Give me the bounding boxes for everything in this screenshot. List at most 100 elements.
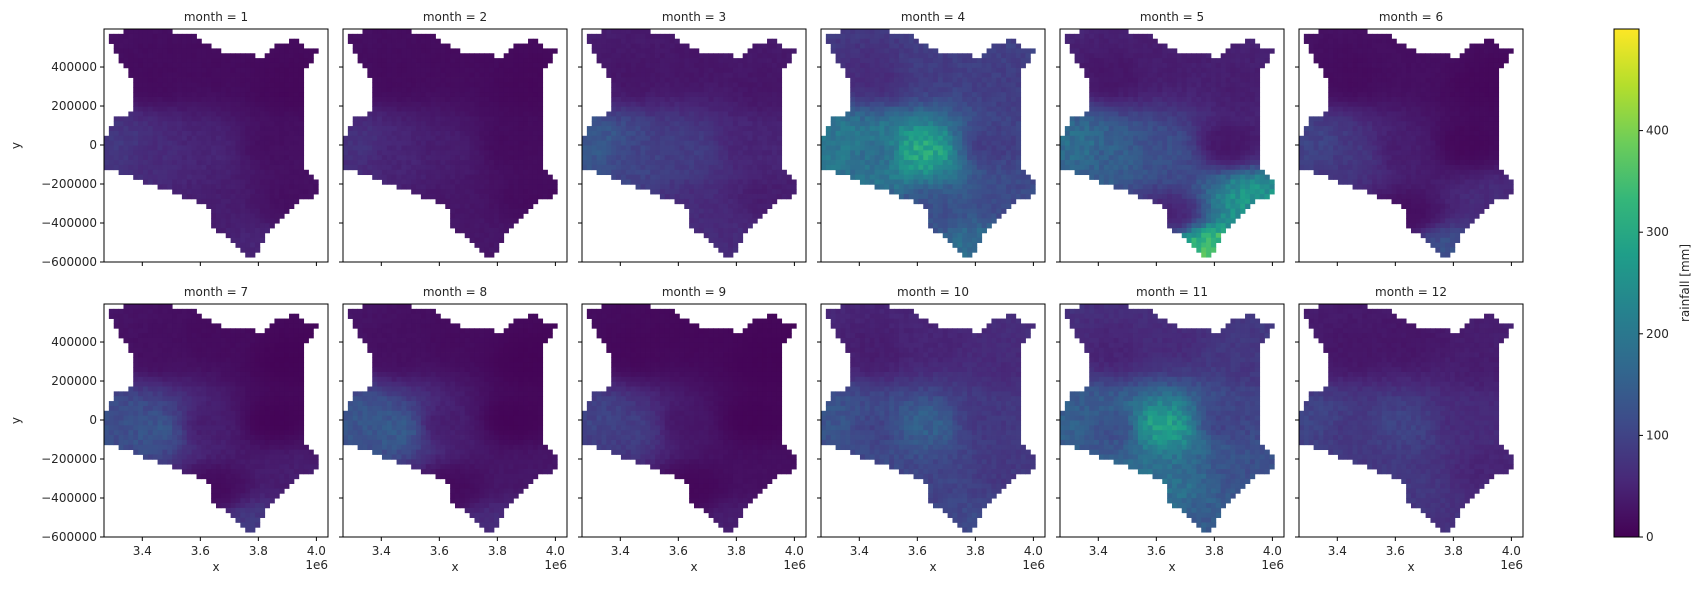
heatmap-cell xyxy=(723,63,728,68)
heatmap-cell xyxy=(684,87,689,92)
heatmap-cell xyxy=(645,179,650,184)
heatmap-cell xyxy=(523,131,528,136)
heatmap-cell xyxy=(158,146,163,151)
heatmap-cell xyxy=(987,48,992,53)
heatmap-cell xyxy=(206,112,211,117)
heatmap-cell xyxy=(128,116,133,121)
heatmap-cell xyxy=(187,39,192,44)
heatmap-cell xyxy=(601,165,606,170)
heatmap-cell xyxy=(240,194,245,199)
heatmap-cell xyxy=(733,82,738,87)
heatmap-cell xyxy=(665,189,670,194)
heatmap-cell xyxy=(918,146,923,151)
heatmap-cell xyxy=(397,78,402,83)
heatmap-cell xyxy=(436,87,441,92)
heatmap-cell xyxy=(372,58,377,63)
heatmap-cell xyxy=(382,63,387,68)
heatmap-cell xyxy=(611,82,616,87)
heatmap-cell xyxy=(879,112,884,117)
heatmap-cell xyxy=(358,116,363,121)
heatmap-cell xyxy=(757,170,762,175)
heatmap-cell xyxy=(416,116,421,121)
heatmap-cell xyxy=(406,44,411,49)
heatmap-cell xyxy=(694,126,699,131)
heatmap-cell xyxy=(206,141,211,146)
heatmap-cell xyxy=(182,82,187,87)
heatmap-cell xyxy=(221,150,226,155)
heatmap-cell xyxy=(484,116,489,121)
heatmap-cell xyxy=(162,165,167,170)
heatmap-cell xyxy=(597,121,602,126)
heatmap-cell xyxy=(914,116,919,121)
heatmap-cell xyxy=(401,175,406,180)
heatmap-cell xyxy=(875,58,880,63)
heatmap-cell xyxy=(626,29,631,34)
heatmap-cell xyxy=(855,73,860,78)
heatmap-cell xyxy=(679,155,684,160)
heatmap-cell xyxy=(626,39,631,44)
heatmap-cell xyxy=(294,184,299,189)
heatmap-cell xyxy=(645,136,650,141)
heatmap-cell xyxy=(987,97,992,102)
heatmap-cell xyxy=(860,44,865,49)
heatmap-cell xyxy=(650,39,655,44)
heatmap-cell xyxy=(606,121,611,126)
heatmap-cell xyxy=(875,131,880,136)
heatmap-cell xyxy=(192,150,197,155)
heatmap-cell xyxy=(640,92,645,97)
heatmap-cell xyxy=(933,97,938,102)
heatmap-cell xyxy=(743,189,748,194)
heatmap-cell xyxy=(713,194,718,199)
heatmap-cell xyxy=(240,131,245,136)
heatmap-cell xyxy=(650,116,655,121)
heatmap-cell xyxy=(245,218,250,223)
heatmap-cell xyxy=(860,29,865,34)
heatmap-cell xyxy=(743,58,748,63)
heatmap-cell xyxy=(996,126,1001,131)
heatmap-cell xyxy=(640,170,645,175)
heatmap-cell xyxy=(772,53,777,58)
heatmap-cell xyxy=(860,112,865,117)
heatmap-cell xyxy=(294,92,299,97)
heatmap-cell xyxy=(245,126,250,131)
heatmap-cell xyxy=(845,136,850,141)
heatmap-cell xyxy=(455,194,460,199)
heatmap-cell xyxy=(484,223,489,228)
heatmap-cell xyxy=(933,58,938,63)
heatmap-cell xyxy=(684,82,689,87)
heatmap-cell xyxy=(962,121,967,126)
heatmap-cell xyxy=(982,112,987,117)
heatmap-cell xyxy=(928,112,933,117)
heatmap-cell xyxy=(675,179,680,184)
heatmap-cell xyxy=(513,53,518,58)
heatmap-cell xyxy=(938,112,943,117)
heatmap-cell xyxy=(636,48,641,53)
heatmap-cell xyxy=(479,82,484,87)
heatmap-cell xyxy=(265,194,270,199)
heatmap-cell xyxy=(158,112,163,117)
heatmap-cell xyxy=(626,82,631,87)
heatmap-cell xyxy=(421,170,426,175)
heatmap-cell xyxy=(636,150,641,155)
heatmap-cell xyxy=(221,199,226,204)
heatmap-cell xyxy=(772,194,777,199)
heatmap-cell xyxy=(870,97,875,102)
heatmap-cell xyxy=(884,131,889,136)
heatmap-cell xyxy=(1006,146,1011,151)
heatmap-cell xyxy=(767,126,772,131)
heatmap-cell xyxy=(221,175,226,180)
heatmap-cell xyxy=(416,87,421,92)
heatmap-cell xyxy=(123,155,128,160)
heatmap-cell xyxy=(274,82,279,87)
heatmap-cell xyxy=(177,146,182,151)
heatmap-cell xyxy=(450,121,455,126)
heatmap-cell xyxy=(952,78,957,83)
heatmap-cell xyxy=(143,107,148,112)
heatmap-cell xyxy=(972,126,977,131)
heatmap-cell xyxy=(284,73,289,78)
heatmap-cell xyxy=(523,92,528,97)
heatmap-cell xyxy=(592,34,597,39)
heatmap-cell xyxy=(684,107,689,112)
heatmap-cell xyxy=(226,58,231,63)
heatmap-cell xyxy=(713,150,718,155)
